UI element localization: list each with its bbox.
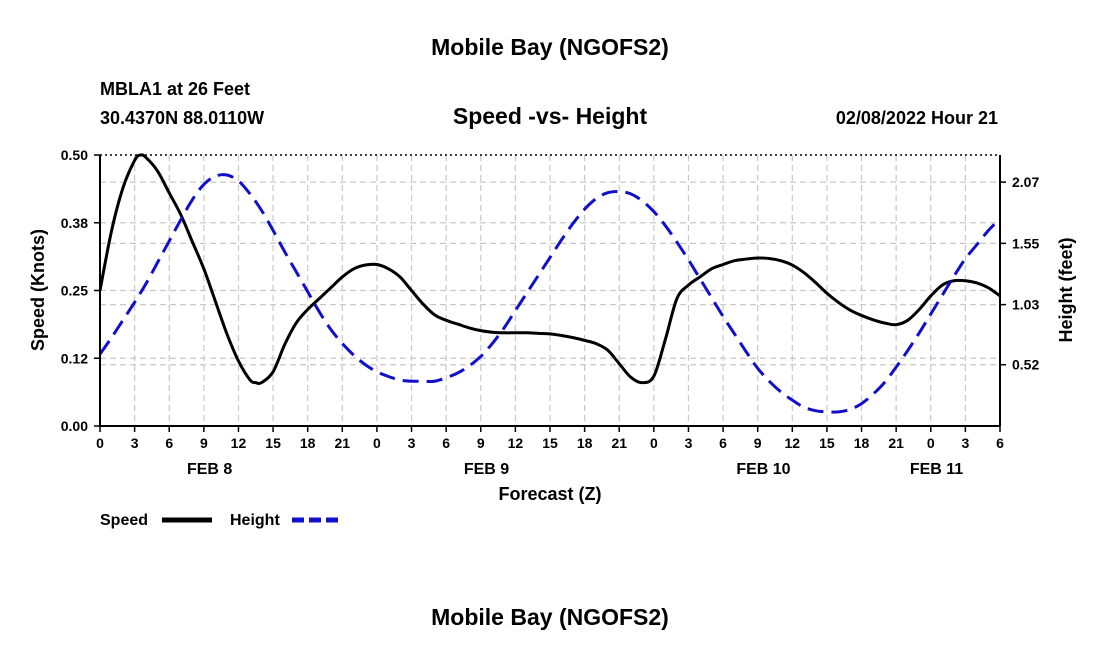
chart-title: Speed -vs- Height <box>453 103 648 129</box>
x-date-label: FEB 8 <box>187 461 232 478</box>
y-left-tick-label: 0.25 <box>61 283 88 299</box>
x-tick-label: 6 <box>996 435 1004 451</box>
y-left-tick-label: 0.12 <box>61 350 88 366</box>
x-tick-label: 3 <box>685 435 693 451</box>
x-tick-label: 6 <box>719 435 727 451</box>
y-right-tick-label: 2.07 <box>1012 174 1039 190</box>
x-tick-label: 12 <box>785 435 801 451</box>
x-tick-label: 0 <box>927 435 935 451</box>
x-tick-label: 12 <box>231 435 247 451</box>
x-tick-label: 6 <box>165 435 173 451</box>
x-tick-label: 15 <box>819 435 835 451</box>
x-tick-label: 12 <box>508 435 524 451</box>
y-axis-right-title: Height (feet) <box>1056 238 1076 343</box>
x-tick-label: 0 <box>373 435 381 451</box>
x-tick-label: 0 <box>650 435 658 451</box>
x-tick-label: 21 <box>611 435 627 451</box>
x-tick-label: 3 <box>131 435 139 451</box>
x-axis-title: Forecast (Z) <box>498 484 601 504</box>
legend-speed-label: Speed <box>100 512 148 529</box>
x-tick-label: 6 <box>442 435 450 451</box>
x-tick-label: 9 <box>200 435 208 451</box>
page-title-top: Mobile Bay (NGOFS2) <box>431 34 669 60</box>
x-tick-label: 15 <box>265 435 281 451</box>
x-tick-label: 3 <box>961 435 969 451</box>
y-right-tick-label: 0.52 <box>1012 357 1039 373</box>
axes-group: 0 3 6 9 12 15 18 21 0 3 6 9 12 15 18 21 0 3 6 9 12 15 18 21 0 3 6F… <box>61 147 1040 478</box>
x-tick-label: 0 <box>96 435 104 451</box>
datetime-label: 02/08/2022 Hour 21 <box>836 108 998 128</box>
y-left-tick-label: 0.38 <box>61 215 88 231</box>
legend: Speed Height <box>100 512 342 529</box>
legend-height-label: Height <box>230 512 280 529</box>
station-label: MBLA1 at 26 Feet <box>100 79 250 99</box>
x-date-label: FEB 10 <box>736 461 790 478</box>
grid-lines <box>100 155 1000 426</box>
x-tick-label: 9 <box>477 435 485 451</box>
x-date-label: FEB 9 <box>464 461 509 478</box>
x-tick-label: 18 <box>854 435 870 451</box>
x-tick-label: 21 <box>888 435 904 451</box>
x-tick-label: 9 <box>754 435 762 451</box>
y-left-tick-label: 0.00 <box>61 418 88 434</box>
x-tick-label: 21 <box>335 435 351 451</box>
y-left-tick-label: 0.50 <box>61 147 88 163</box>
series-line-height <box>100 173 1000 414</box>
x-date-label: FEB 11 <box>910 461 963 478</box>
y-axis-left-title: Speed (Knots) <box>28 229 48 351</box>
y-right-tick-label: 1.03 <box>1012 297 1039 313</box>
x-tick-label: 15 <box>542 435 558 451</box>
page-title-bottom: Mobile Bay (NGOFS2) <box>431 604 669 630</box>
y-right-tick-label: 1.55 <box>1012 235 1039 251</box>
coords-label: 30.4370N 88.0110W <box>100 108 264 128</box>
series-group <box>100 153 1000 414</box>
x-tick-label: 18 <box>300 435 316 451</box>
x-tick-label: 3 <box>408 435 416 451</box>
series-line-speed <box>100 153 1000 386</box>
x-tick-label: 18 <box>577 435 593 451</box>
